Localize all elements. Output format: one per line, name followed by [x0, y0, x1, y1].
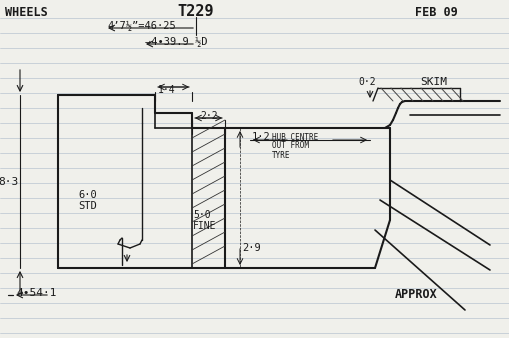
Text: 8·3: 8·3 — [0, 177, 18, 187]
Text: SKIM: SKIM — [420, 77, 447, 87]
Text: 4•54·1: 4•54·1 — [16, 288, 56, 298]
Text: WHEELS: WHEELS — [5, 6, 48, 20]
Text: 1·2: 1·2 — [252, 132, 271, 142]
Text: T229: T229 — [178, 4, 214, 20]
Text: STD: STD — [78, 201, 97, 211]
Text: 4’7½”=46·25: 4’7½”=46·25 — [107, 21, 176, 31]
Text: FEB 09: FEB 09 — [415, 6, 458, 20]
Text: OUT FROM: OUT FROM — [272, 142, 309, 150]
Text: APPROX: APPROX — [395, 289, 438, 301]
Text: HUB CENTRE: HUB CENTRE — [272, 132, 318, 142]
Text: 2·2: 2·2 — [200, 111, 218, 121]
Text: 1·4: 1·4 — [158, 85, 176, 95]
Text: FINE: FINE — [193, 221, 216, 231]
Text: 0·2: 0·2 — [358, 77, 376, 87]
Text: →4•39.9 ½D: →4•39.9 ½D — [145, 37, 208, 47]
Text: 5·0: 5·0 — [193, 210, 211, 220]
Text: TYRE: TYRE — [272, 150, 291, 160]
Text: 6·0: 6·0 — [78, 190, 97, 200]
Text: 2·9: 2·9 — [242, 243, 261, 253]
